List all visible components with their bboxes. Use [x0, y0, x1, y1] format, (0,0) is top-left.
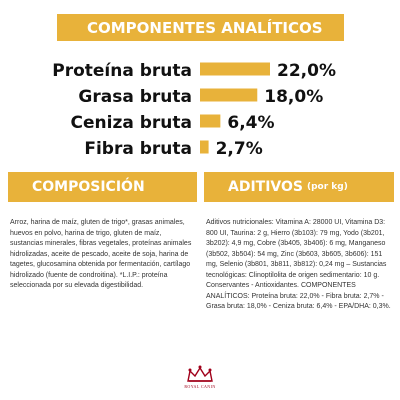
category-label: Proteína bruta — [52, 61, 192, 81]
bar — [200, 140, 209, 154]
category-label: Ceniza bruta — [71, 113, 192, 133]
additives-heading: ADITIVOS — [228, 179, 303, 195]
additives-text: Aditivos nutricionales: Vitamina A: 2800… — [206, 219, 391, 310]
value-label: 22,0% — [277, 61, 336, 81]
composition-text: Arroz, harina de maíz, gluten de trigo*,… — [10, 219, 192, 289]
additives-banner: ADITIVOS (por kg) — [204, 172, 394, 202]
category-label: Fibra bruta — [84, 139, 192, 159]
composition-heading: COMPOSICIÓN — [32, 179, 145, 195]
bar — [200, 62, 270, 76]
analytic-components-heading: COMPONENTES ANALÍTICOS — [87, 18, 323, 37]
analytic-components-banner: COMPONENTES ANALÍTICOS — [57, 14, 344, 41]
value-label: 6,4% — [227, 113, 274, 133]
additives-unit: (por kg) — [307, 182, 348, 192]
banner-divider — [197, 172, 205, 202]
brand-logo: ROYAL CANIN — [175, 365, 225, 393]
bar — [200, 88, 258, 102]
crown-icon — [187, 365, 213, 382]
brand-logo-wordmark: ROYAL CANIN — [184, 384, 216, 389]
bar — [200, 114, 221, 128]
analytic-components-chart: Proteína bruta 22,0% Grasa bruta 18,0% Ceniz… — [52, 61, 336, 159]
value-label: 18,0% — [264, 87, 323, 107]
composition-banner: COMPOSICIÓN — [8, 172, 198, 202]
value-label: 2,7% — [216, 139, 263, 159]
category-label: Grasa bruta — [78, 87, 192, 107]
